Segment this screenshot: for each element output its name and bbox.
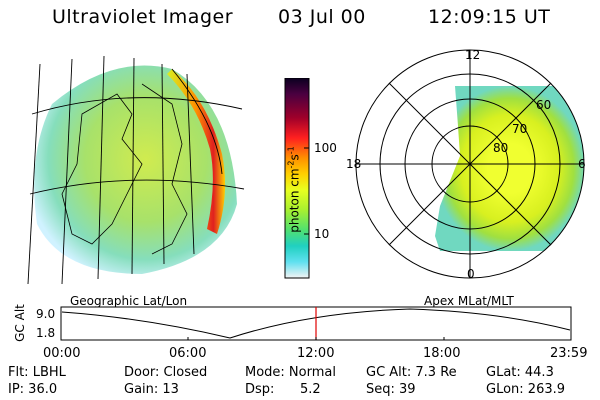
- colorbar-tick-100: 100: [314, 141, 337, 155]
- colorbar-tick-10: 10: [314, 227, 330, 241]
- geographic-image: [27, 55, 245, 284]
- polar-plot: [355, 49, 585, 279]
- right-caption: Apex MLat/MLT: [424, 294, 514, 308]
- mlt-label-18: 18: [346, 157, 362, 171]
- ip-info: IP: 36.0: [8, 382, 58, 397]
- door-info: Door: Closed: [124, 365, 208, 380]
- title: Ultraviolet Imager: [52, 6, 234, 28]
- altitude-plot: [60, 306, 572, 341]
- glon-info: GLon: 263.9: [486, 382, 566, 397]
- colorbar-unit: photon cm-2s-1: [286, 146, 302, 233]
- gcalt-info: GC Alt: 7.3 Re: [366, 365, 457, 380]
- xtick-0600: 06:00: [169, 346, 207, 361]
- date: 03 Jul 00: [278, 6, 366, 28]
- mlt-label-12: 12: [465, 48, 481, 62]
- altitude-ylabel: GC Alt: [13, 304, 27, 342]
- xtick-2359: 23:59: [550, 346, 588, 361]
- seq-info: Seq: 39: [366, 382, 416, 397]
- xtick-1200: 12:00: [297, 346, 335, 361]
- dsp-value: 5.2: [300, 382, 321, 397]
- dsp-label: Dsp:: [245, 382, 275, 397]
- mlt-label-6: 6: [578, 157, 586, 171]
- mlt-label-0: 0: [467, 267, 475, 281]
- time: 12:09:15 UT: [428, 6, 551, 28]
- lat-label-80: 80: [493, 141, 509, 155]
- glat-info: GLat: 44.3: [486, 365, 554, 380]
- xtick-1800: 18:00: [423, 346, 461, 361]
- altitude-ytick-max: 9.0: [36, 307, 56, 321]
- gain-info: Gain: 13: [124, 382, 179, 397]
- colorbar: [284, 78, 310, 279]
- altitude-ytick-min: 1.8: [36, 326, 56, 340]
- xtick-0000: 00:00: [43, 346, 81, 361]
- lat-label-70: 70: [512, 122, 528, 136]
- left-caption: Geographic Lat/Lon: [70, 294, 188, 308]
- lat-label-60: 60: [536, 98, 552, 112]
- flt-info: Flt: LBHL: [8, 365, 66, 380]
- mode-info: Mode: Normal: [245, 365, 336, 380]
